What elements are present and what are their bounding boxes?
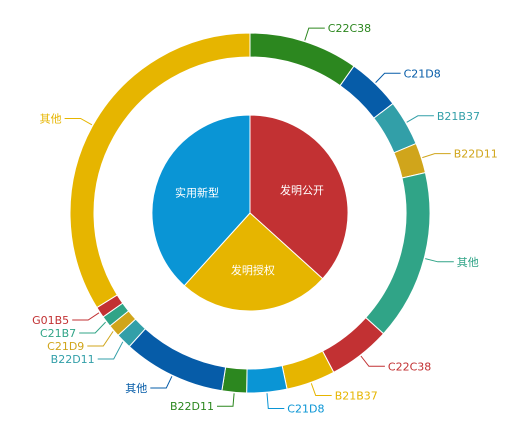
leader-line-6 xyxy=(310,383,332,396)
leader-line-5 xyxy=(360,355,385,367)
leader-line-14 xyxy=(64,118,93,126)
leader-line-0 xyxy=(304,27,325,41)
leader-line-13 xyxy=(72,312,100,321)
outer-slice-label-6: B21B37 xyxy=(335,390,378,403)
outer-slice-c21d8-7 xyxy=(246,365,288,394)
leader-line-9 xyxy=(150,376,173,389)
outer-slice-label-3: B22D11 xyxy=(454,148,498,161)
inner-slice-label-0: 发明公开 xyxy=(280,183,324,197)
outer-slice-c22c38-5 xyxy=(321,316,385,374)
outer-slice-label-5: C22C38 xyxy=(388,360,431,373)
outer-slice-label-11: C21D9 xyxy=(47,340,84,353)
outer-slice-label-7: C21D8 xyxy=(287,403,324,416)
outer-slice-c22c38-0 xyxy=(249,32,355,87)
outer-slice-other-4-4 xyxy=(365,172,431,335)
leader-lines xyxy=(64,27,454,409)
leader-line-3 xyxy=(422,153,451,159)
leader-line-4 xyxy=(425,258,454,263)
outer-slice-label-1: C21D8 xyxy=(404,67,441,80)
outer-slice-b22d11-8 xyxy=(221,366,248,394)
leader-line-12 xyxy=(79,321,106,334)
outer-slice-b21b37-6 xyxy=(281,350,335,390)
outer-slice-label-14: 其他 xyxy=(40,113,62,126)
outer-slice-label-12: C21B7 xyxy=(40,327,76,340)
leader-line-11 xyxy=(87,331,114,347)
leader-line-10 xyxy=(97,341,124,360)
leader-line-2 xyxy=(406,115,434,123)
inner-slice-2 xyxy=(151,114,251,287)
leader-line-7 xyxy=(266,393,285,409)
outer-slice-label-10: B22D11 xyxy=(51,353,95,366)
outer-ring xyxy=(69,32,431,394)
outer-slice-label-0: C22C38 xyxy=(328,22,371,35)
inner-slice-label-2: 实用新型 xyxy=(175,186,219,200)
inner-slice-label-1: 发明授权 xyxy=(231,263,275,277)
inner-slice-1 xyxy=(183,212,324,312)
inner-slice-0 xyxy=(249,114,349,280)
outer-slice-label-8: B22D11 xyxy=(170,400,214,413)
leader-line-1 xyxy=(375,72,401,83)
outer-slice-label-2: B21B37 xyxy=(437,110,480,123)
outer-slice-label-4: 其他 xyxy=(457,256,479,269)
outer-slice-label-9: 其他 xyxy=(125,382,147,395)
inner-ring xyxy=(151,114,349,312)
outer-slice-label-13: G01B5 xyxy=(32,314,69,327)
outer-slice-other-14-14 xyxy=(69,32,251,309)
leader-line-8 xyxy=(217,393,235,407)
